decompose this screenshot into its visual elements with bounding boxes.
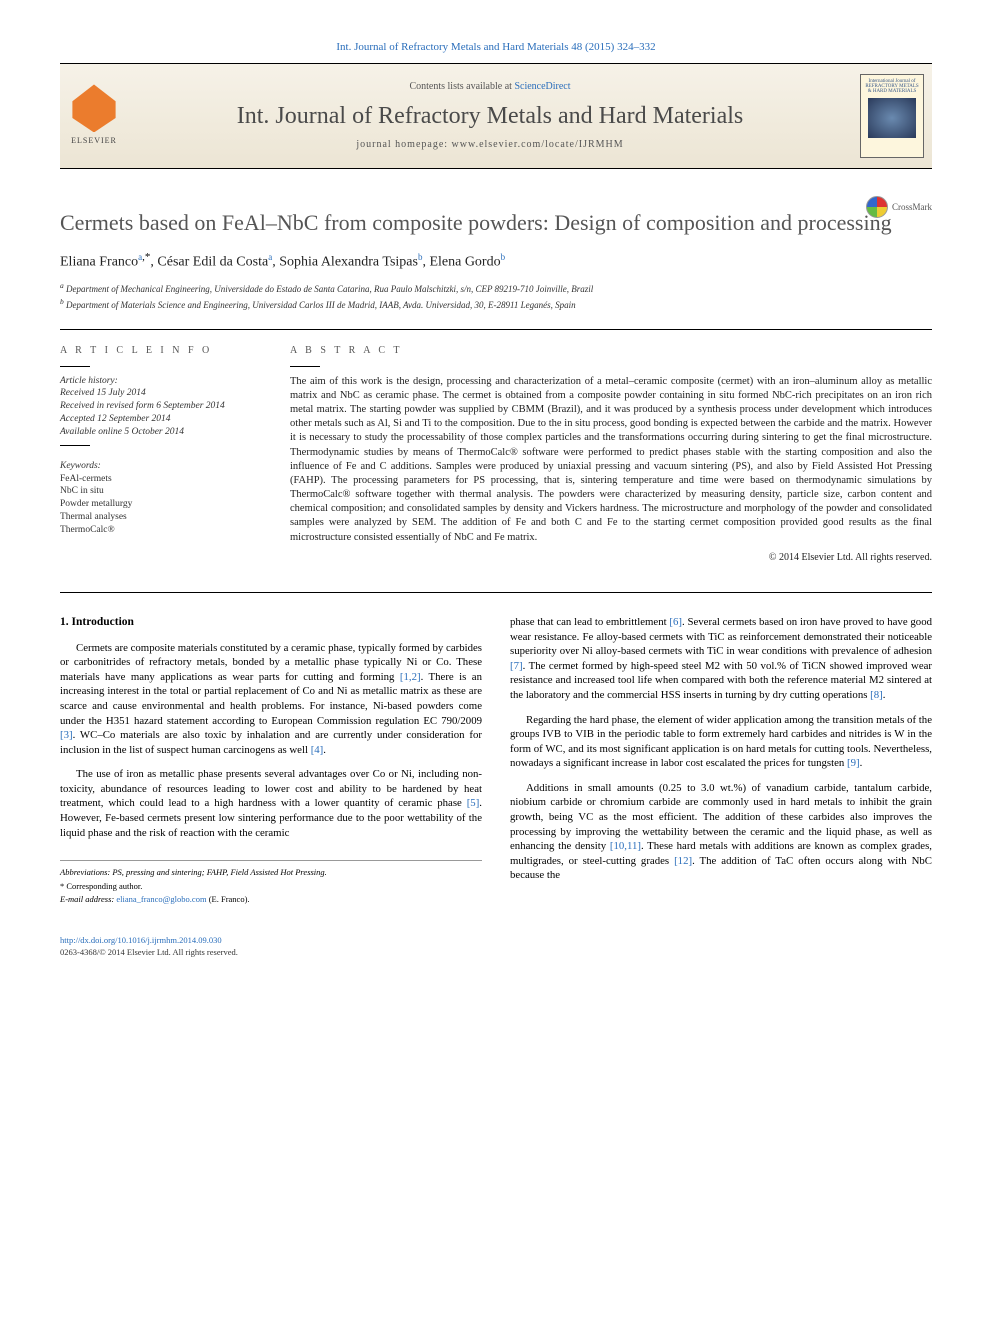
history-received: Received 15 July 2014 xyxy=(60,387,260,400)
history-accepted: Accepted 12 September 2014 xyxy=(60,413,260,426)
contents-lists-line: Contents lists available at ScienceDirec… xyxy=(140,80,840,94)
citation-link[interactable]: [7] xyxy=(510,660,523,672)
authors-line: Eliana Francoa,*, César Edil da Costaa, … xyxy=(60,250,932,273)
citation-link[interactable]: [10,11] xyxy=(610,840,641,852)
corresponding-author-mark: ,* xyxy=(142,251,150,263)
keyword: Powder metallurgy xyxy=(60,498,260,511)
abstract-column: A B S T R A C T The aim of this work is … xyxy=(290,344,932,564)
copyright-line: © 2014 Elsevier Ltd. All rights reserved… xyxy=(290,551,932,565)
keyword: ThermoCalc® xyxy=(60,524,260,537)
keyword: NbC in situ xyxy=(60,485,260,498)
paragraph: Regarding the hard phase, the element of… xyxy=(510,713,932,771)
footer-block: http://dx.doi.org/10.1016/j.ijrmhm.2014.… xyxy=(60,935,932,958)
cover-image-icon xyxy=(868,98,916,138)
body-column-left: 1. Introduction Cermets are composite ma… xyxy=(60,615,482,907)
cover-caption: International Journal of REFRACTORY META… xyxy=(865,79,919,94)
keyword: Thermal analyses xyxy=(60,511,260,524)
keywords-label: Keywords: xyxy=(60,460,260,473)
footnotes: Abbreviations: PS, pressing and sinterin… xyxy=(60,860,482,905)
affiliation-a: a Department of Mechanical Engineering, … xyxy=(60,281,932,295)
affiliation-b: b Department of Materials Science and En… xyxy=(60,297,932,311)
paragraph: Additions in small amounts (0.25 to 3.0 … xyxy=(510,781,932,883)
email-attribution: (E. Franco). xyxy=(209,894,250,904)
paragraph: phase that can lead to embrittlement [6]… xyxy=(510,615,932,702)
history-online: Available online 5 October 2014 xyxy=(60,426,260,439)
citation-link[interactable]: [12] xyxy=(674,855,692,867)
article-info-label: A R T I C L E I N F O xyxy=(60,344,260,358)
article-title: Cermets based on FeAl–NbC from composite… xyxy=(60,209,932,237)
article-info-left: A R T I C L E I N F O Article history: R… xyxy=(60,344,260,564)
elsevier-tree-icon xyxy=(70,84,118,132)
email-link[interactable]: eliana_franco@globo.com xyxy=(116,894,206,904)
paragraph: Cermets are composite materials constitu… xyxy=(60,641,482,758)
footnote-email: E-mail address: eliana_franco@globo.com … xyxy=(60,894,482,905)
body-column-right: phase that can lead to embrittlement [6]… xyxy=(510,615,932,907)
section-heading: 1. Introduction xyxy=(60,615,482,631)
publisher-logo: ELSEVIER xyxy=(60,84,120,147)
citation-link[interactable]: [6] xyxy=(669,616,682,628)
citation-link[interactable]: [3] xyxy=(60,729,73,741)
author: Sophia Alexandra Tsipas xyxy=(279,255,418,270)
author: Eliana Franco xyxy=(60,255,138,270)
citation-link[interactable]: [1,2] xyxy=(400,671,421,683)
affiliations: a Department of Mechanical Engineering, … xyxy=(60,281,932,311)
abstract-text: The aim of this work is the design, proc… xyxy=(290,375,932,545)
journal-cover-thumbnail: International Journal of REFRACTORY META… xyxy=(860,74,924,158)
crossmark-label: CrossMark xyxy=(892,201,932,213)
doi-link[interactable]: http://dx.doi.org/10.1016/j.ijrmhm.2014.… xyxy=(60,935,932,946)
footnote-corresponding: * Corresponding author. xyxy=(60,881,482,892)
homepage-prefix: journal homepage: xyxy=(356,139,451,150)
sciencedirect-link[interactable]: ScienceDirect xyxy=(514,81,570,92)
abstract-label: A B S T R A C T xyxy=(290,344,932,358)
rule-mini xyxy=(290,366,320,367)
author: César Edil da Costa xyxy=(157,255,268,270)
footnote-abbrev: Abbreviations: PS, pressing and sinterin… xyxy=(60,867,482,878)
citation-link[interactable]: [8] xyxy=(870,689,883,701)
issn-copyright: 0263-4368/© 2014 Elsevier Ltd. All right… xyxy=(60,947,932,958)
journal-citation: Int. Journal of Refractory Metals and Ha… xyxy=(60,40,932,55)
publisher-name: ELSEVIER xyxy=(71,136,117,147)
journal-header: ELSEVIER Contents lists available at Sci… xyxy=(60,63,932,169)
journal-title: Int. Journal of Refractory Metals and Ha… xyxy=(140,100,840,132)
homepage-url[interactable]: www.elsevier.com/locate/IJRMHM xyxy=(452,139,624,150)
author: Elena Gordo xyxy=(429,255,500,270)
keywords-block: Keywords: FeAl-cermets NbC in situ Powde… xyxy=(60,460,260,537)
keyword: FeAl-cermets xyxy=(60,473,260,486)
journal-homepage-line: journal homepage: www.elsevier.com/locat… xyxy=(140,138,840,152)
contents-prefix: Contents lists available at xyxy=(409,81,514,92)
citation-link[interactable]: [5] xyxy=(467,797,480,809)
author-affiliation-sup: b xyxy=(418,252,423,262)
citation-link[interactable]: [9] xyxy=(847,757,860,769)
article-history: Article history: Received 15 July 2014 R… xyxy=(60,375,260,439)
paragraph: The use of iron as metallic phase presen… xyxy=(60,767,482,840)
author-affiliation-sup: b xyxy=(501,252,506,262)
article-info-row: A R T I C L E I N F O Article history: R… xyxy=(60,329,932,564)
header-center: Contents lists available at ScienceDirec… xyxy=(140,80,840,151)
rule-mini xyxy=(60,366,90,367)
history-label: Article history: xyxy=(60,375,260,388)
citation-link[interactable]: [4] xyxy=(311,744,324,756)
rule-mini xyxy=(60,445,90,446)
author-affiliation-sup: a xyxy=(268,252,272,262)
history-revised: Received in revised form 6 September 201… xyxy=(60,400,260,413)
body-columns: 1. Introduction Cermets are composite ma… xyxy=(60,592,932,907)
